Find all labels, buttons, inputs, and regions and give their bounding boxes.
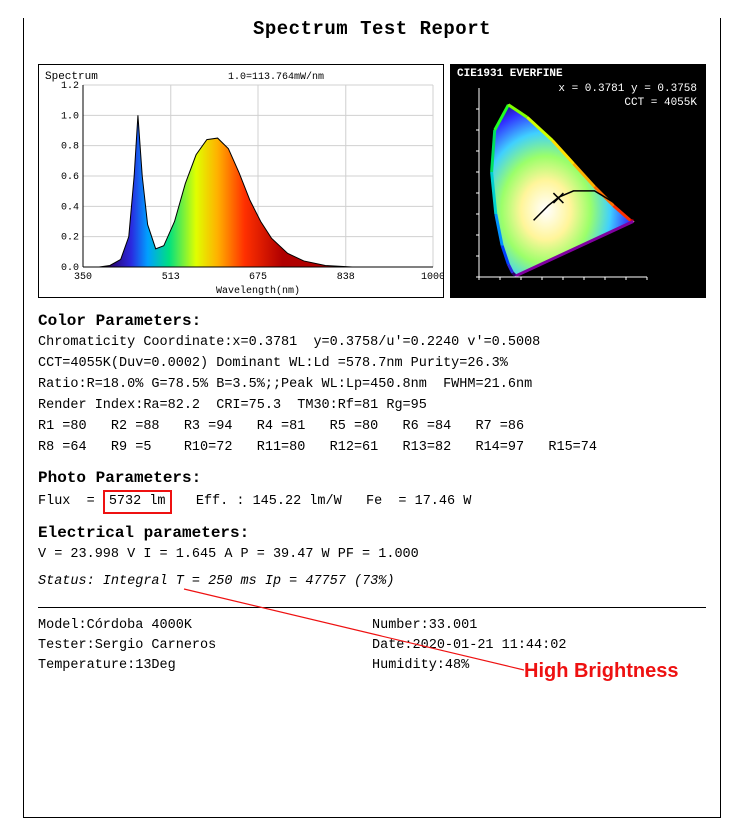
svg-text:1.0=113.764mW/nm: 1.0=113.764mW/nm [228,71,324,83]
color-param-line: Chromaticity Coordinate:x=0.3781 y=0.375… [38,333,706,354]
cie-xy: x = 0.3781 y = 0.3758 [558,83,697,95]
model-label: Model: [38,618,87,633]
elec-params: V = 23.998 V I = 1.645 A P = 39.47 W PF … [38,545,706,566]
temp-value: 13Deg [135,658,176,673]
elec-params-head: Electrical parameters: [38,524,706,542]
number-label: Number: [372,618,429,633]
svg-text:Spectrum: Spectrum [45,71,98,83]
color-params: Chromaticity Coordinate:x=0.3781 y=0.375… [38,333,706,459]
photo-params-head: Photo Parameters: [38,469,706,487]
color-param-line: Render Index:Ra=82.2 CRI=75.3 TM30:Rf=81… [38,396,706,417]
color-params-head: Color Parameters: [38,312,706,330]
svg-text:675: 675 [249,272,267,283]
color-param-line: R1 =80 R2 =88 R3 =94 R4 =81 R5 =80 R6 =8… [38,417,706,438]
fe: Fe = 17.46 W [366,494,471,509]
svg-text:838: 838 [337,272,355,283]
number-value: 33.001 [429,618,478,633]
photo-params: Flux = 5732 lm Eff. : 145.22 lm/W Fe = 1… [38,490,706,515]
model-value: Córdoba 4000K [87,618,192,633]
status-line: Status: Integral T = 250 ms Ip = 47757 (… [38,574,706,589]
spectrum-svg: 0.00.20.40.60.81.01.23505136758381000Spe… [39,65,443,297]
flux-label: Flux = [38,494,95,509]
svg-text:0.6: 0.6 [61,172,79,183]
cie1931-chart: CIE1931 EVERFINE x = 0.3781 y = 0.3758 C… [450,64,706,298]
footer-col-left: Model:Córdoba 4000K Tester:Sergio Carner… [38,616,372,675]
svg-text:1000: 1000 [421,272,443,283]
color-param-line: Ratio:R=18.0% G=78.5% B=3.5%;;Peak WL:Lp… [38,375,706,396]
svg-text:0.4: 0.4 [61,202,79,213]
report-title: Spectrum Test Report [38,18,706,40]
eff: Eff. : 145.22 lm/W [196,494,342,509]
svg-text:513: 513 [162,272,180,283]
svg-text:Wavelength(nm): Wavelength(nm) [216,285,300,297]
high-brightness-annotation: High Brightness [524,660,678,683]
humidity-label: Humidity: [372,658,445,673]
date-value: 2020-01-21 11:44:02 [413,638,567,653]
report-page: Spectrum Test Report 0.00.20.40.60.81.01… [23,18,721,818]
color-param-line: R8 =64 R9 =5 R10=72 R11=80 R12=61 R13=82… [38,438,706,459]
tester-label: Tester: [38,638,95,653]
tester-value: Sergio Carneros [95,638,217,653]
humidity-value: 48% [445,658,469,673]
date-label: Date: [372,638,413,653]
temp-label: Temperature: [38,658,135,673]
svg-text:1.0: 1.0 [61,111,79,122]
svg-text:350: 350 [74,272,92,283]
cie-title: CIE1931 EVERFINE [457,68,563,80]
spectrum-chart: 0.00.20.40.60.81.01.23505136758381000Spe… [38,64,444,298]
color-param-line: CCT=4055K(Duv=0.0002) Dominant WL:Ld =57… [38,354,706,375]
svg-text:0.2: 0.2 [61,233,79,244]
flux-value-highlight: 5732 lm [103,490,172,515]
svg-text:0.8: 0.8 [61,142,79,153]
charts-row: 0.00.20.40.60.81.01.23505136758381000Spe… [38,64,706,298]
cie-cct: CCT = 4055K [624,97,697,109]
